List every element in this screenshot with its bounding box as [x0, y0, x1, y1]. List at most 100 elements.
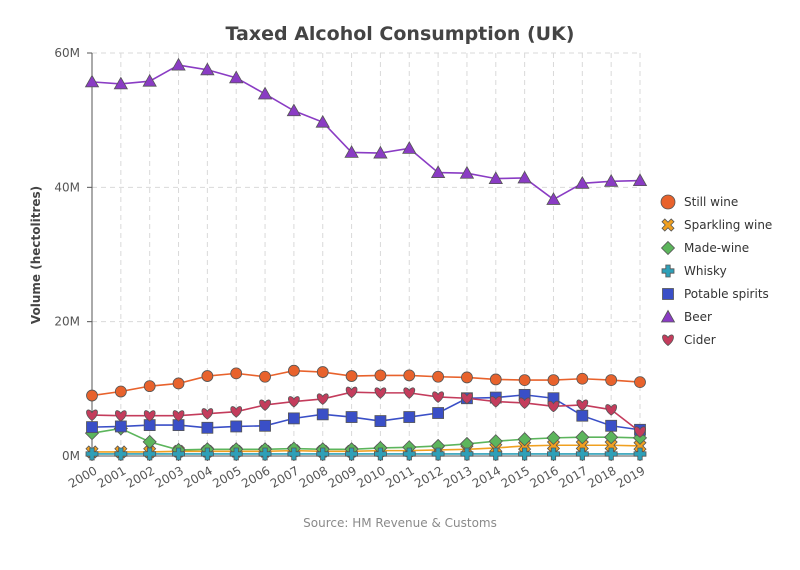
- legend-label: Potable spirits: [684, 287, 769, 301]
- legend-label: Still wine: [684, 195, 738, 209]
- y-tick-label: 0M: [62, 449, 80, 463]
- data-point: [546, 430, 561, 445]
- data-point: [517, 170, 532, 184]
- data-point: [201, 421, 214, 434]
- y-tick-label: 40M: [54, 180, 80, 194]
- legend-marker: [662, 288, 674, 300]
- data-point: [604, 447, 618, 461]
- data-point: [576, 399, 589, 411]
- data-point: [547, 374, 560, 387]
- data-point: [432, 370, 445, 383]
- data-point: [634, 376, 646, 389]
- legend-marker: [660, 240, 676, 256]
- data-point: [114, 447, 128, 461]
- legend-marker: [660, 194, 676, 210]
- data-point: [142, 73, 157, 87]
- x-tick-label: 2014: [470, 463, 503, 490]
- y-axis-label: Volume (hectolitres): [29, 186, 43, 324]
- x-tick-label: 2018: [585, 463, 618, 490]
- x-tick-label: 2012: [412, 463, 445, 490]
- data-point: [403, 387, 416, 399]
- data-point: [143, 410, 156, 422]
- data-point: [201, 408, 214, 420]
- chart-title: Taxed Alcohol Consumption (UK): [226, 23, 575, 45]
- data-point: [288, 396, 300, 408]
- data-point: [85, 447, 99, 461]
- data-point: [230, 367, 243, 380]
- data-point: [316, 447, 330, 461]
- legend-item-whisky[interactable]: Whisky: [661, 264, 727, 278]
- data-point: [374, 369, 387, 382]
- data-point: [546, 192, 561, 205]
- data-point: [518, 397, 531, 409]
- data-point: [114, 385, 127, 398]
- legend-marker: [661, 264, 675, 278]
- data-point: [489, 396, 502, 408]
- x-tick-label: 2002: [124, 463, 157, 490]
- data-point: [315, 114, 330, 128]
- x-tick-label: 2007: [268, 463, 301, 490]
- source-note: Source: HM Revenue & Customs: [303, 516, 497, 530]
- data-point: [115, 410, 127, 422]
- legend-marker: [660, 309, 676, 323]
- data-point: [489, 447, 503, 461]
- data-point: [230, 420, 243, 433]
- x-tick-label: 2004: [181, 463, 214, 490]
- legend-label: Cider: [684, 333, 716, 347]
- data-point: [345, 370, 358, 382]
- data-point: [402, 447, 416, 461]
- data-point: [605, 404, 617, 416]
- x-tick-label: 2019: [614, 463, 647, 490]
- data-point: [576, 409, 589, 422]
- data-point: [316, 366, 329, 378]
- data-point: [114, 420, 127, 433]
- data-point: [171, 57, 186, 71]
- x-tick-label: 2009: [326, 463, 359, 490]
- data-point: [403, 411, 416, 423]
- legend-item-cider[interactable]: Cider: [662, 333, 716, 347]
- data-point: [259, 370, 271, 383]
- series-layer: [84, 57, 648, 461]
- data-point: [431, 447, 445, 461]
- legend-item-sparkling-wine[interactable]: Sparkling wine: [661, 218, 772, 232]
- data-point: [142, 434, 157, 449]
- legend-item-made-wine[interactable]: Made-wine: [660, 240, 750, 256]
- legend-label: Sparkling wine: [684, 218, 772, 232]
- data-point: [287, 412, 300, 425]
- series-whisky: [85, 447, 647, 461]
- data-point: [402, 141, 417, 154]
- data-point: [604, 430, 619, 445]
- data-point: [489, 373, 502, 386]
- data-point: [518, 447, 532, 461]
- legend[interactable]: Still wine Sparkling wine Made-wine Whisky P…: [660, 194, 772, 347]
- data-point: [229, 447, 243, 461]
- x-tick-label: 2001: [95, 463, 128, 490]
- data-point: [316, 408, 329, 421]
- data-point: [286, 103, 302, 117]
- x-tick-label: 2003: [153, 463, 186, 490]
- data-point: [86, 421, 98, 434]
- series-potable-spirits: [86, 388, 646, 436]
- legend-item-still-wine[interactable]: Still wine: [660, 194, 738, 210]
- legend-label: Whisky: [684, 264, 727, 278]
- data-point: [259, 399, 271, 411]
- x-tick-label: 2010: [354, 463, 387, 490]
- legend-item-beer[interactable]: Beer: [660, 309, 712, 324]
- data-point: [459, 165, 475, 179]
- x-tick-label: 2016: [528, 463, 561, 490]
- data-point: [345, 447, 358, 461]
- data-point: [575, 430, 590, 445]
- data-point: [605, 419, 618, 432]
- data-point: [143, 447, 157, 461]
- data-point: [605, 374, 618, 387]
- legend-item-potable-spirits[interactable]: Potable spirits: [662, 287, 769, 301]
- data-point: [575, 447, 589, 461]
- data-point: [403, 369, 416, 382]
- x-tick-label: 2011: [383, 463, 416, 490]
- data-point: [432, 391, 444, 403]
- axes: 0M20M40M60M20002001200220032004200520062…: [54, 46, 647, 491]
- y-tick-label: 60M: [54, 46, 80, 60]
- series-beer: [84, 57, 648, 205]
- data-point: [345, 411, 358, 423]
